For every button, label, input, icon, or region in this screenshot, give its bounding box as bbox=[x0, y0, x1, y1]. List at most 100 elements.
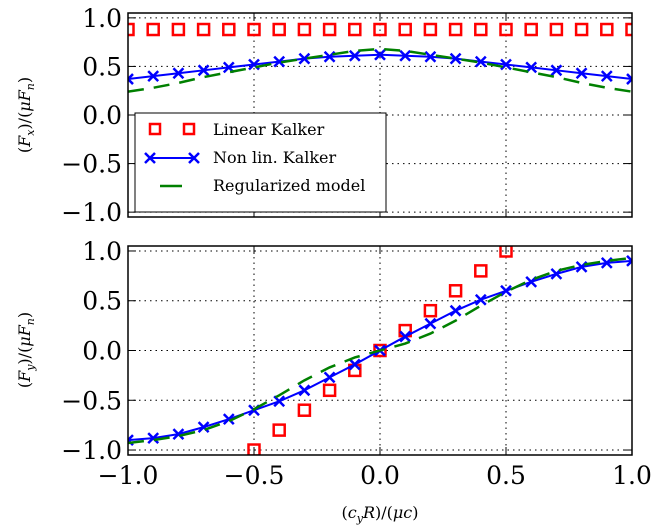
non-lin-kalker-x-point bbox=[626, 73, 632, 85]
legend-entry-non-lin-kalker: Non lin. Kalker bbox=[144, 148, 337, 167]
linear-kalker-square-point bbox=[524, 22, 538, 37]
linear-kalker-square-point bbox=[625, 22, 632, 37]
linear-kalker-square-point bbox=[600, 22, 614, 37]
linear-kalker-square-point bbox=[423, 22, 438, 37]
linear-kalker-square-point bbox=[448, 22, 463, 37]
linear-kalker-square-point bbox=[448, 284, 463, 298]
x-tick-label: −1.0 bbox=[98, 461, 159, 490]
non-lin-kalker-x-point bbox=[600, 70, 613, 83]
non-lin-kalker-x-point bbox=[449, 52, 462, 65]
bottom-y-axis-label: (Fy)/(μFn) bbox=[15, 312, 37, 388]
non-lin-kalker-x-point bbox=[222, 413, 235, 426]
legend-label-linear-kalker: Linear Kalker bbox=[213, 120, 325, 139]
linear-kalker-square-point bbox=[574, 22, 589, 37]
non-lin-kalker-x-point bbox=[399, 49, 412, 62]
non-lin-kalker-x-point bbox=[147, 70, 160, 83]
top-panel: −1.0 −0.5 0.0 0.5 1.0 (Fx)/(μFn) Linear Kalk… bbox=[15, 4, 633, 227]
non-lin-kalker-x-point bbox=[424, 317, 437, 330]
non-lin-kalker-x-point bbox=[474, 55, 487, 68]
y-tick-label: 0.0 bbox=[82, 101, 122, 130]
non-lin-kalker-x-point bbox=[298, 384, 311, 397]
legend-label-non-lin-kalker: Non lin. Kalker bbox=[213, 148, 337, 167]
legend-square-marker bbox=[148, 122, 162, 136]
bottom-ticks: −1.0 −0.5 0.0 0.5 1.0 −1.0 −0.5 0.0 0.5 1.0 bbox=[61, 237, 652, 490]
bottom-panel: −1.0 −0.5 0.0 0.5 1.0 −1.0 −0.5 0.0 0.5 1.0 (Fy)/… bbox=[15, 237, 652, 525]
linear-kalker-square-point bbox=[499, 246, 513, 258]
legend-entry-linear-kalker: Linear Kalker bbox=[148, 120, 325, 139]
linear-kalker-square-point bbox=[247, 22, 261, 37]
linear-kalker-square-point bbox=[474, 22, 488, 37]
linear-kalker-square-point bbox=[549, 22, 564, 37]
legend-x-marker bbox=[188, 152, 200, 164]
linear-kalker-square-point bbox=[474, 264, 488, 278]
non-lin-kalker-x-point bbox=[626, 255, 632, 267]
top-series-group bbox=[128, 22, 632, 93]
non-lin-kalker-x-point bbox=[500, 284, 512, 297]
non-lin-kalker-x-point bbox=[273, 395, 286, 408]
legend-x-marker bbox=[144, 152, 156, 164]
non-lin-kalker-x-point bbox=[197, 64, 210, 77]
x-tick-label: 0.0 bbox=[360, 461, 400, 490]
non-lin-kalker-x-point bbox=[500, 58, 512, 71]
x-tick-label: −0.5 bbox=[224, 461, 285, 490]
y-tick-label: −1.0 bbox=[61, 436, 122, 465]
linear-kalker-square-point bbox=[272, 423, 286, 437]
linear-kalker-square-point bbox=[272, 22, 286, 37]
y-tick-label: −1.0 bbox=[61, 198, 122, 227]
linear-kalker-square-point bbox=[128, 22, 135, 37]
linear-kalker-square-point bbox=[222, 22, 236, 37]
y-tick-label: 1.0 bbox=[82, 4, 122, 33]
linear-kalker-square-point bbox=[146, 22, 160, 37]
linear-kalker-square-point bbox=[322, 22, 337, 37]
linear-kalker-square-point bbox=[247, 443, 261, 455]
non-lin-kalker-x-point bbox=[348, 49, 361, 62]
x-tick-label: 0.5 bbox=[486, 461, 526, 490]
linear-kalker-square-point bbox=[322, 383, 337, 398]
linear-kalker-square-point bbox=[423, 303, 438, 318]
legend-entry-regularized-model: Regularized model bbox=[160, 176, 365, 195]
linear-kalker-square-point bbox=[373, 343, 387, 358]
top-y-axis-label: (Fx)/(μFn) bbox=[15, 77, 37, 153]
non-lin-kalker-x-point bbox=[348, 358, 361, 371]
legend: Linear Kalker Non lin. Kalker Regularize… bbox=[134, 112, 387, 213]
non-lin-kalker-x-point bbox=[449, 304, 462, 317]
legend-label-regularized-model: Regularized model bbox=[213, 176, 365, 195]
top-ticks: −1.0 −0.5 0.0 0.5 1.0 bbox=[61, 4, 633, 227]
non-lin-kalker-x-point bbox=[575, 67, 588, 80]
y-tick-label: −0.5 bbox=[61, 386, 122, 415]
non-lin-kalker-x-point bbox=[128, 73, 134, 85]
y-tick-label: 1.0 bbox=[82, 237, 122, 266]
non-lin-kalker-x-point bbox=[399, 330, 412, 343]
non-lin-kalker-x-point bbox=[474, 293, 487, 306]
non-lin-kalker-x-point bbox=[197, 421, 210, 434]
non-lin-kalker-x-point bbox=[550, 64, 563, 77]
y-tick-label: 0.5 bbox=[82, 287, 122, 316]
regularized-model-line bbox=[128, 47, 632, 93]
linear-kalker-square-point bbox=[196, 22, 211, 37]
bottom-series-group bbox=[128, 246, 632, 455]
non-lin-kalker-x-point bbox=[273, 55, 286, 68]
non-lin-kalker-x-point bbox=[147, 432, 160, 444]
non-lin-kalker-x-point bbox=[298, 52, 311, 65]
linear-kalker-square-point bbox=[348, 22, 362, 37]
y-tick-label: 0.0 bbox=[82, 337, 122, 366]
linear-kalker-square-point bbox=[499, 22, 513, 37]
linear-kalker-square-point bbox=[297, 22, 312, 37]
non-lin-kalker-x-point bbox=[172, 67, 185, 80]
y-tick-label: −0.5 bbox=[61, 150, 122, 179]
legend-square-marker bbox=[182, 122, 196, 136]
linear-kalker-square-point bbox=[297, 403, 312, 417]
non-lin-kalker-x-point bbox=[172, 428, 185, 440]
x-tick-label: 1.0 bbox=[612, 461, 652, 490]
linear-kalker-square-point bbox=[398, 22, 412, 37]
linear-kalker-square-point bbox=[171, 22, 186, 37]
non-lin-kalker-x-point bbox=[323, 371, 336, 384]
non-lin-kalker-x-point bbox=[424, 50, 437, 63]
non-lin-kalker-x-point bbox=[374, 48, 386, 61]
regularized-model-line bbox=[128, 256, 632, 445]
x-axis-label: (cyR)/(μc) bbox=[342, 503, 419, 525]
legend-box bbox=[134, 112, 387, 213]
linear-kalker-square-point bbox=[373, 22, 387, 37]
y-tick-label: 0.5 bbox=[82, 52, 122, 81]
